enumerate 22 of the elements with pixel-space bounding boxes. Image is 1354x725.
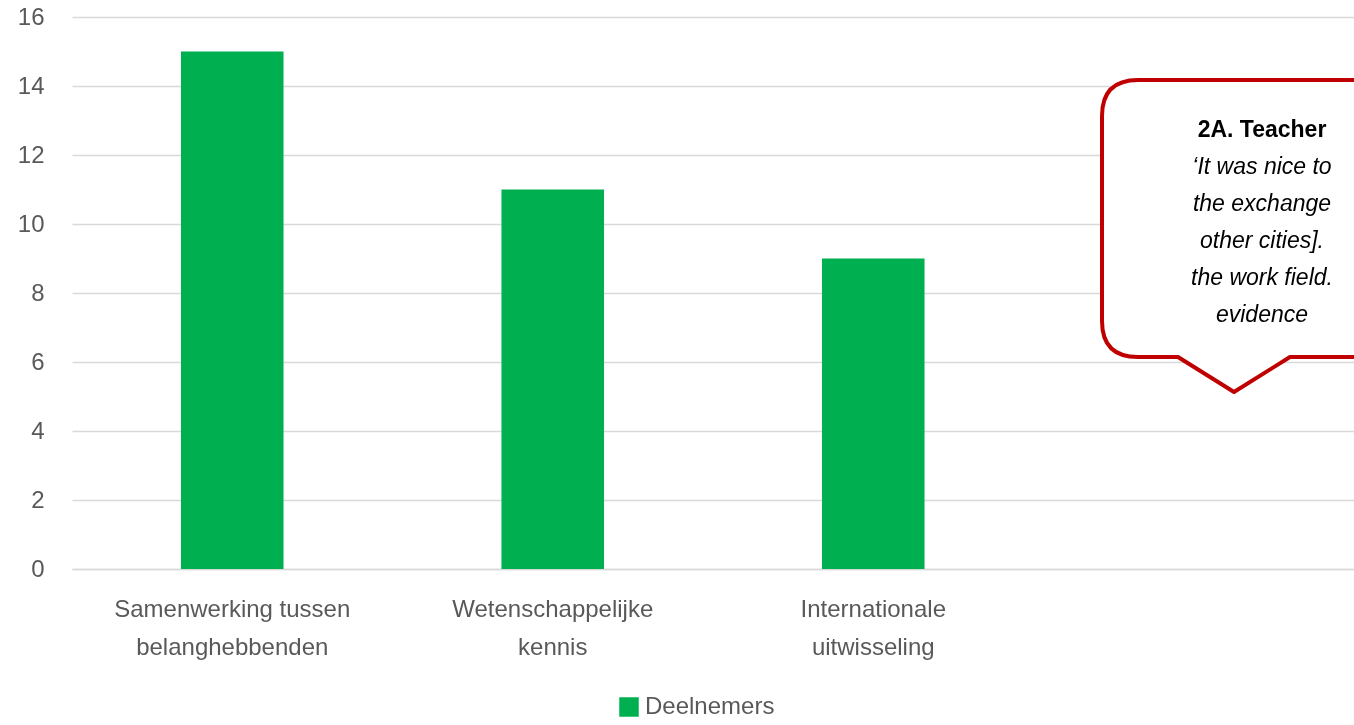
x-tick-label: Samenwerking tussen belanghebbenden xyxy=(114,594,351,660)
x-tick-label: Wetenschappelijke kennis xyxy=(452,594,654,660)
bar xyxy=(501,189,605,569)
annotation: the exchange xyxy=(1192,190,1332,216)
bar xyxy=(180,51,284,569)
y-tick-label: 6 xyxy=(31,347,45,375)
x-tick-label: Internationale uitwisseling xyxy=(800,594,946,660)
y-tick-label: 8 xyxy=(31,278,45,306)
annotation: other cities]. xyxy=(1200,227,1324,253)
y-tick-label: 14 xyxy=(17,71,45,99)
annotation: 2A. Teacher xyxy=(1197,116,1327,142)
y-tick-label: 4 xyxy=(31,416,45,444)
annotation: evidence xyxy=(1215,301,1309,327)
y-tick-label: 12 xyxy=(17,140,45,168)
annotation: ‘It was nice to xyxy=(1192,153,1332,179)
y-tick-label: 0 xyxy=(31,554,45,582)
y-tick-label: 16 xyxy=(17,2,45,30)
bar xyxy=(821,258,925,569)
y-tick-label: 2 xyxy=(31,485,45,513)
y-tick-label: 10 xyxy=(17,209,45,237)
legend-label: Deelnemers xyxy=(645,692,775,719)
annotation: the work field. xyxy=(1191,264,1333,290)
